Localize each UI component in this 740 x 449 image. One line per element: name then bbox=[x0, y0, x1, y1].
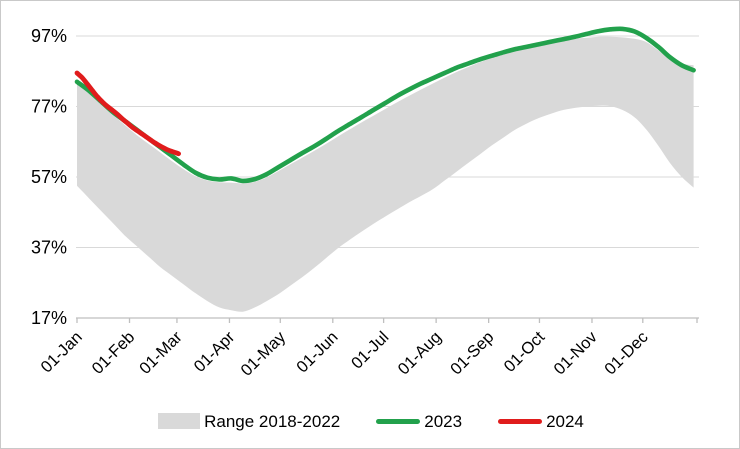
svg-text:01-Feb: 01-Feb bbox=[89, 328, 139, 378]
svg-text:01-Apr: 01-Apr bbox=[191, 328, 239, 376]
series-2023-swatch bbox=[376, 418, 421, 424]
series-2024-swatch bbox=[498, 418, 543, 424]
y-axis-labels: 97% 77% 57% 37% 17% bbox=[31, 26, 67, 328]
legend-label-2023: 2023 bbox=[424, 411, 463, 431]
legend-item-2024: 2024 bbox=[498, 413, 584, 430]
legend-label-2024: 2024 bbox=[546, 411, 584, 431]
legend-item-range: Range 2018-2022 bbox=[158, 413, 340, 430]
svg-text:77%: 77% bbox=[31, 97, 67, 117]
svg-text:57%: 57% bbox=[31, 167, 67, 187]
range-band-swatch bbox=[158, 413, 201, 429]
legend-item-2023: 2023 bbox=[376, 413, 462, 430]
svg-text:01-Jan: 01-Jan bbox=[37, 328, 85, 376]
svg-text:01-Sep: 01-Sep bbox=[447, 328, 497, 378]
series-lines bbox=[74, 26, 696, 184]
svg-text:01-Jun: 01-Jun bbox=[293, 328, 341, 376]
x-axis bbox=[76, 317, 699, 323]
legend-label-range: Range 2018-2022 bbox=[204, 411, 341, 431]
svg-text:01-Oct: 01-Oct bbox=[501, 328, 549, 376]
svg-text:97%: 97% bbox=[31, 26, 67, 46]
svg-text:37%: 37% bbox=[31, 238, 67, 258]
range-band bbox=[77, 36, 694, 312]
svg-text:01-Dec: 01-Dec bbox=[601, 328, 651, 378]
svg-text:01-Jul: 01-Jul bbox=[348, 328, 393, 373]
svg-text:01-May: 01-May bbox=[237, 328, 289, 380]
svg-text:01-Nov: 01-Nov bbox=[550, 328, 601, 379]
legend: Range 2018-2022 2023 2024 bbox=[1, 404, 739, 438]
svg-text:01-Mar: 01-Mar bbox=[136, 328, 186, 378]
svg-text:01-Aug: 01-Aug bbox=[395, 328, 445, 378]
svg-text:17%: 17% bbox=[31, 308, 67, 328]
